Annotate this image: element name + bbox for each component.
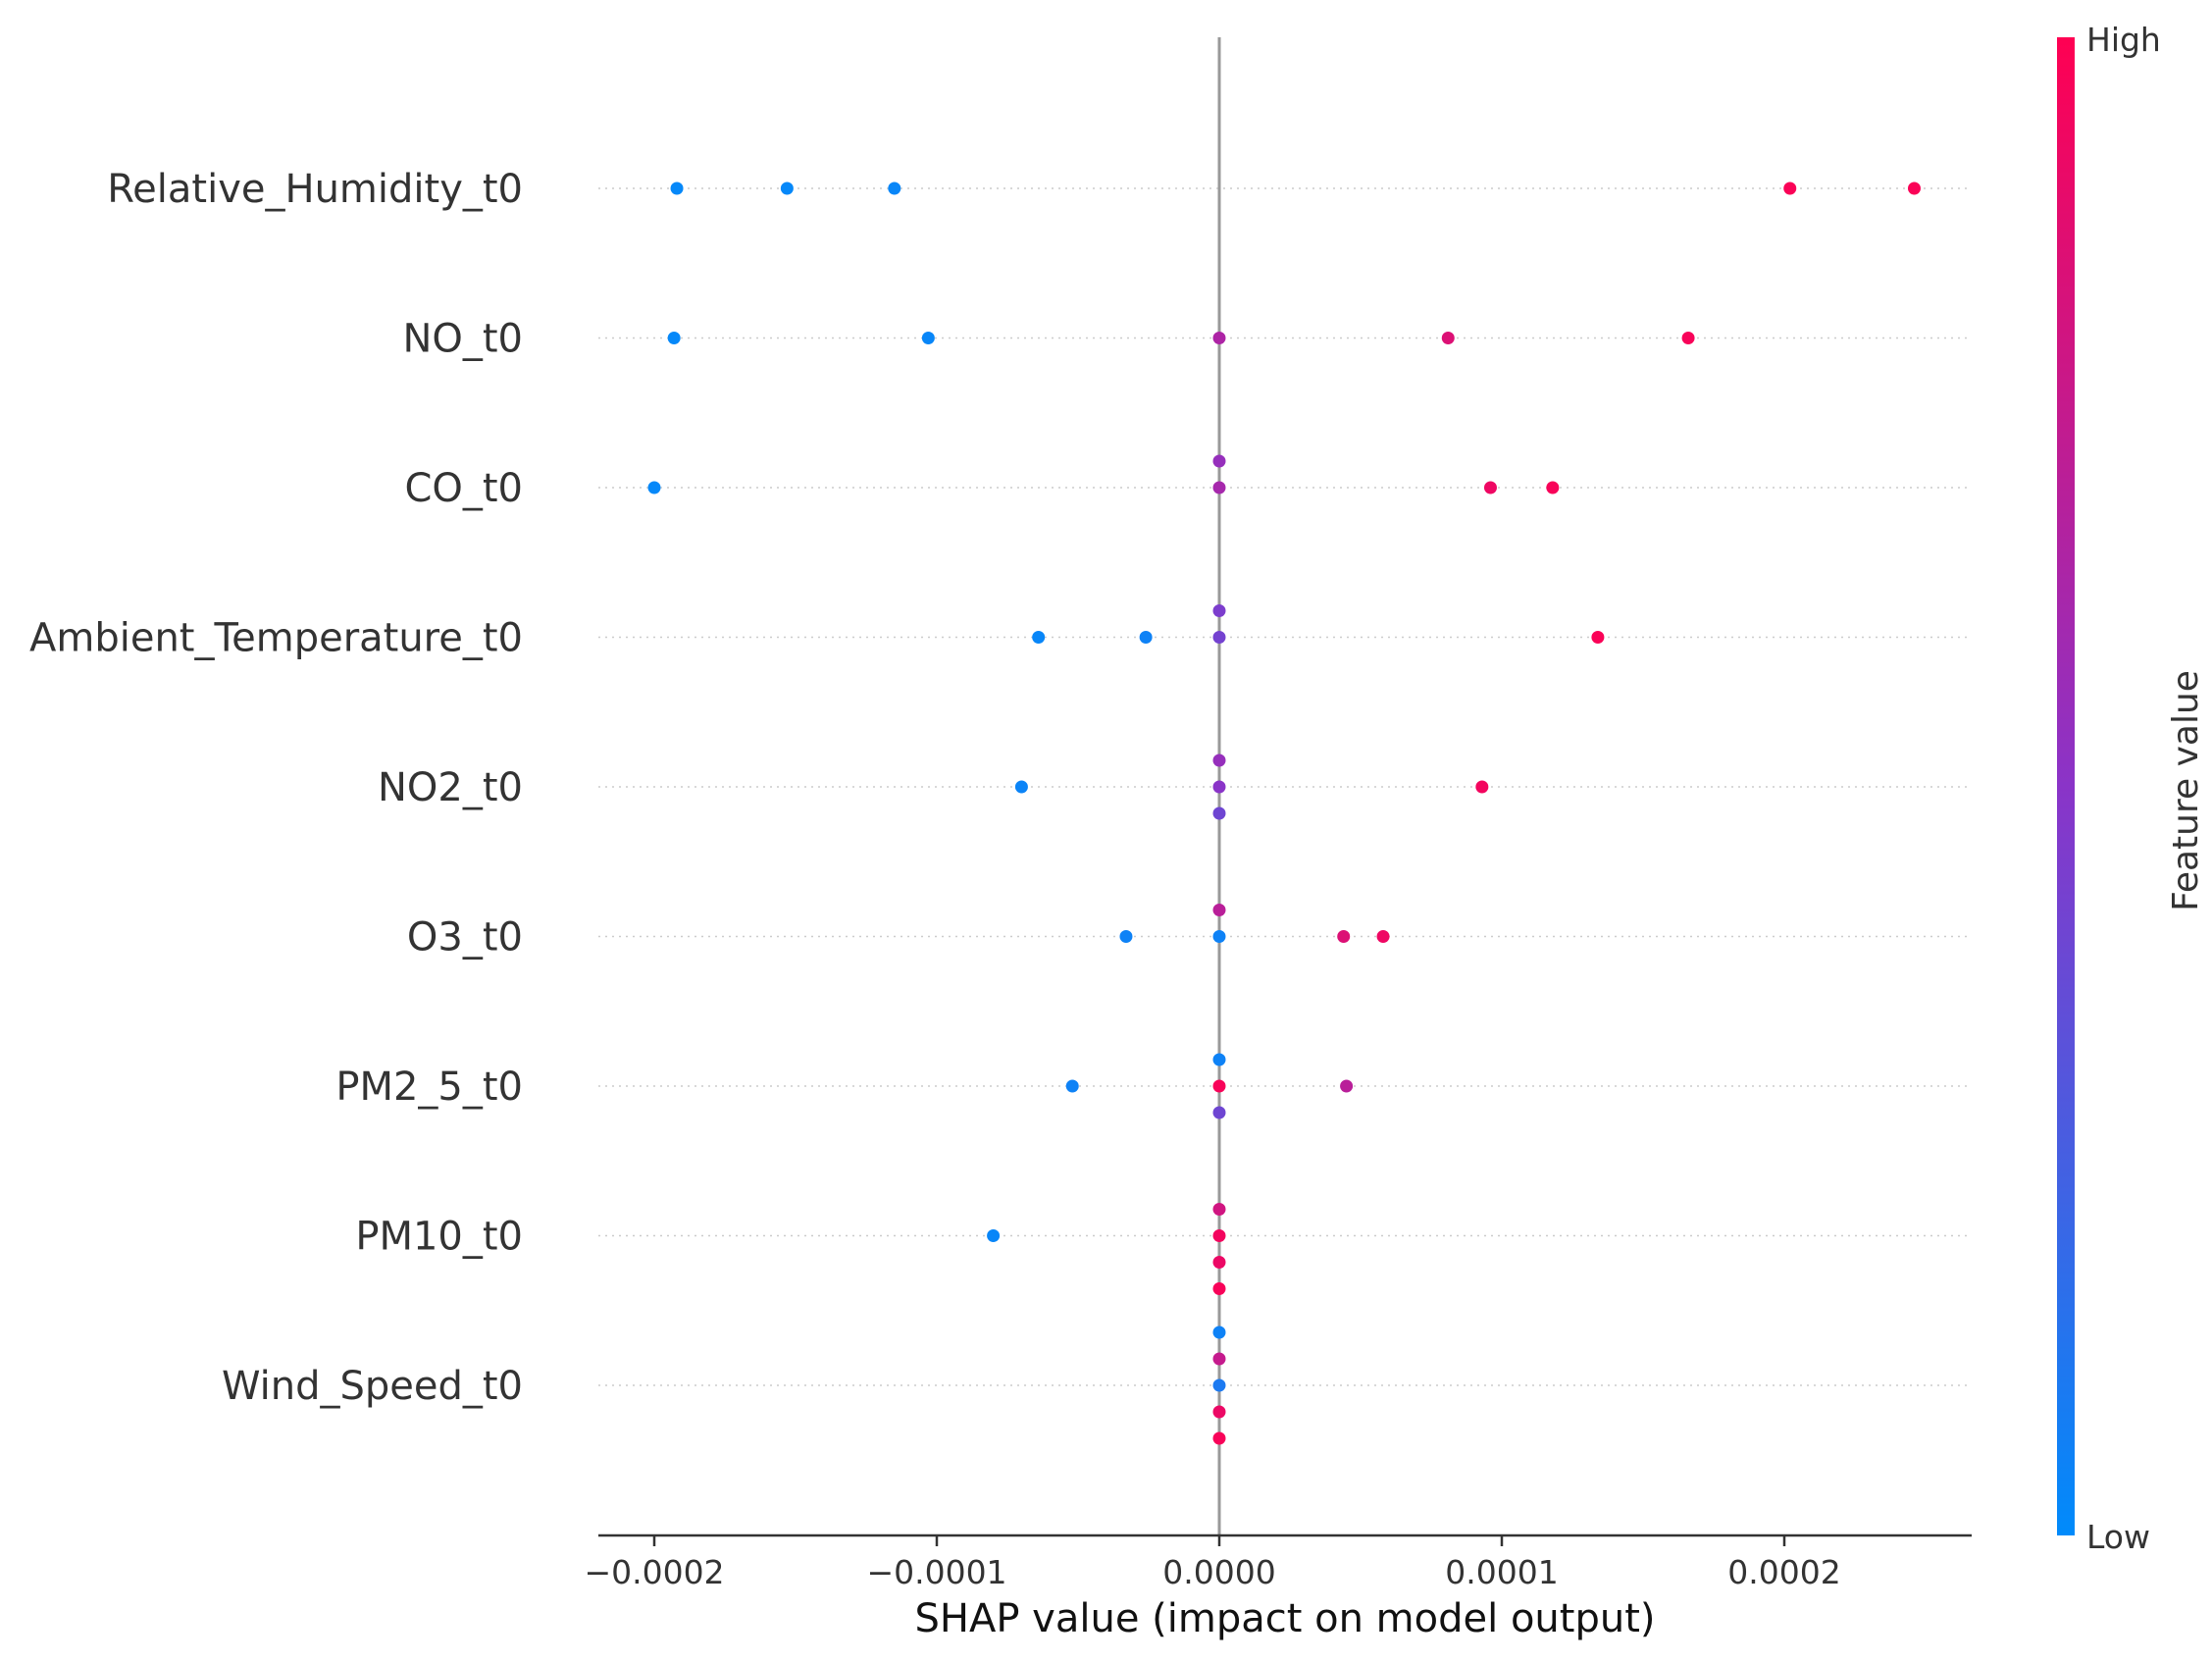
data-point	[1212, 332, 1226, 344]
data-point	[1212, 1352, 1226, 1366]
data-point	[1212, 481, 1226, 494]
data-point	[1212, 1325, 1226, 1339]
colorbar	[2057, 37, 2075, 1535]
data-point	[921, 332, 935, 344]
data-point	[1212, 1106, 1226, 1119]
x-axis-title: SHAP value (impact on model output)	[915, 1596, 1656, 1641]
data-point	[1337, 930, 1351, 943]
data-point	[1376, 930, 1390, 943]
data-point	[1212, 631, 1226, 644]
data-point	[667, 332, 681, 344]
feature-labels: Relative_Humidity_t0 NO_t0 CO_t0 Ambient_Te…	[29, 167, 523, 1409]
data-point	[987, 1229, 1001, 1242]
feature-label: Wind_Speed_t0	[222, 1364, 523, 1409]
data-point	[1212, 930, 1226, 943]
feature-label: CO_t0	[404, 466, 523, 511]
x-tick-label: 0.0001	[1445, 1553, 1558, 1591]
data-point	[1681, 332, 1695, 344]
row-guide-lines	[598, 187, 1972, 1386]
data-point	[1212, 1256, 1226, 1269]
data-point	[1032, 631, 1046, 644]
x-tick-label: 0.0002	[1727, 1553, 1840, 1591]
data-point	[1212, 604, 1226, 617]
data-point	[1119, 930, 1133, 943]
data-point	[1014, 780, 1028, 794]
data-point	[1475, 780, 1489, 794]
data-point	[670, 182, 684, 195]
data-point	[1139, 631, 1153, 644]
x-axis-ticks: −0.0002 −0.0001 0.0000 0.0001 0.0002	[584, 1535, 1841, 1591]
feature-label: Relative_Humidity_t0	[107, 167, 523, 212]
data-point	[1212, 754, 1226, 767]
data-point	[647, 481, 661, 494]
data-point	[1546, 481, 1560, 494]
feature-label: PM10_t0	[355, 1215, 523, 1260]
data-point	[1212, 1079, 1226, 1093]
colorbar-low-label: Low	[2086, 1518, 2150, 1556]
feature-label: NO_t0	[402, 317, 523, 362]
data-point	[1212, 454, 1226, 468]
data-point	[1591, 631, 1605, 644]
data-point	[1783, 182, 1797, 195]
x-tick-label: −0.0002	[584, 1553, 724, 1591]
data-point	[1907, 182, 1921, 195]
data-point	[1212, 1431, 1226, 1445]
data-point	[1212, 1053, 1226, 1066]
feature-label: PM2_5_t0	[335, 1065, 523, 1110]
feature-label: NO2_t0	[378, 765, 523, 810]
data-point	[1212, 904, 1226, 916]
data-point	[1065, 1079, 1079, 1093]
data-point	[1212, 1378, 1226, 1392]
data-point	[1212, 1405, 1226, 1419]
data-point	[780, 182, 794, 195]
data-point	[1212, 1229, 1226, 1242]
data-points	[647, 182, 1921, 1445]
data-point	[1212, 1282, 1226, 1295]
data-point	[1212, 806, 1226, 820]
colorbar-title: Feature value	[2166, 670, 2206, 911]
data-point	[1212, 780, 1226, 794]
colorbar-high-label: High	[2086, 21, 2161, 59]
x-tick-label: 0.0000	[1162, 1553, 1275, 1591]
data-point	[888, 182, 901, 195]
data-point	[1340, 1079, 1354, 1093]
data-point	[1483, 481, 1497, 494]
data-point	[1441, 332, 1455, 344]
feature-label: Ambient_Temperature_t0	[29, 616, 523, 661]
x-tick-label: −0.0001	[866, 1553, 1006, 1591]
feature-label: O3_t0	[407, 915, 523, 961]
data-point	[1212, 1203, 1226, 1216]
